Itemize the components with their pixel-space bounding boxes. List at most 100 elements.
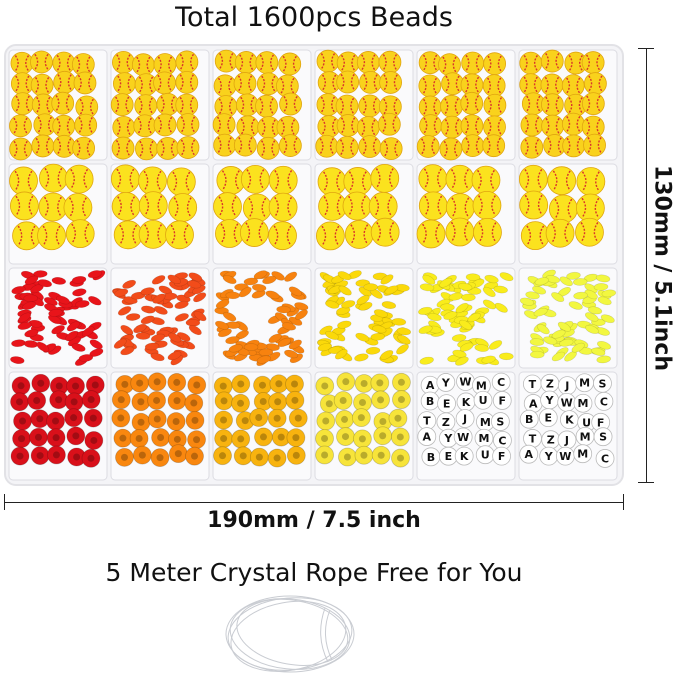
letter-bead: J: [557, 430, 577, 450]
pony-bead: [12, 429, 31, 448]
pony-bead: [338, 447, 357, 467]
clay-disc-bead: [455, 356, 469, 366]
softball-bead: [519, 190, 549, 220]
softball-bead: [37, 221, 66, 251]
clay-disc-bead: [222, 311, 237, 322]
compartment-pony: T Z J M SA Y W M CB E K U FT Z J M SA Y W M C: [518, 371, 618, 481]
clay-disc-bead: [595, 274, 611, 283]
svg-text:W: W: [561, 396, 573, 409]
clay-disc-bead: [391, 318, 407, 326]
clay-disc-bead: [140, 287, 155, 296]
svg-text:A: A: [524, 448, 533, 461]
pony-bead: [335, 410, 354, 429]
compartment-softball-small: [110, 49, 210, 161]
svg-text:M: M: [577, 448, 588, 461]
softball-bead: [581, 115, 605, 139]
pony-bead: [13, 411, 32, 431]
softball-bead: [482, 74, 506, 98]
softball-bead: [460, 114, 484, 138]
clay-disc-bead: [551, 329, 566, 339]
crystal-rope-image: [225, 595, 355, 673]
softball-bead: [72, 136, 96, 160]
pony-bead: [187, 430, 206, 450]
clay-disc-bead: [551, 351, 566, 362]
softball-bead: [445, 164, 475, 194]
pony-bead: [31, 373, 51, 393]
softball-bead: [31, 93, 55, 117]
softball-bead: [235, 93, 259, 117]
clay-disc-bead: [543, 336, 558, 345]
pony-bead: [267, 408, 287, 428]
softball-bead: [110, 164, 140, 194]
clay-disc-bead: [78, 354, 94, 362]
softball-bead: [317, 71, 341, 94]
softball-bead: [540, 93, 564, 117]
pony-bead: [233, 446, 253, 466]
clay-disc-bead: [593, 283, 609, 291]
softball-bead: [12, 221, 41, 251]
clay-disc-bead: [18, 312, 32, 323]
clay-disc-bead: [597, 340, 612, 350]
softball-bead: [133, 114, 157, 138]
clay-disc-bead: [519, 297, 535, 306]
compartment-pony: A Y W M CB E K U FT Z J M SA Y W M CB E K U F: [416, 371, 516, 481]
pony-bead: [131, 412, 151, 432]
pony-bead: [336, 427, 355, 446]
pony-bead: [81, 448, 101, 468]
clay-disc-bead: [215, 320, 229, 330]
softball-bead: [519, 51, 543, 75]
pony-bead: [370, 373, 390, 393]
svg-text:E: E: [443, 398, 451, 411]
clay-disc-bead: [532, 285, 547, 295]
letter-bead: W: [557, 392, 577, 412]
clay-disc-bead: [482, 299, 497, 310]
clay-disc-bead: [72, 288, 87, 297]
clay-disc-bead: [418, 325, 433, 334]
softball-bead: [138, 166, 167, 196]
pony-bead: [336, 372, 356, 392]
clay-disc-bead: [186, 280, 202, 289]
clay-disc-bead: [523, 310, 538, 320]
clay-disc-bead: [448, 292, 464, 301]
clay-disc-bead: [176, 332, 191, 342]
clay-disc-bead: [114, 288, 129, 297]
softball-bead: [358, 135, 382, 158]
softball-bead: [30, 73, 54, 97]
pony-bead: [147, 372, 167, 392]
clay-disc-bead: [499, 272, 514, 282]
svg-text:Y: Y: [545, 394, 555, 407]
softball-bead: [39, 163, 68, 193]
compartment-clay-disc: [416, 267, 516, 369]
softball-bead: [315, 221, 345, 251]
softball-bead: [64, 164, 94, 194]
pony-bead: [167, 429, 187, 449]
softball-bead: [564, 51, 588, 75]
clay-disc-bead: [251, 283, 267, 292]
compartment-pony: [8, 371, 108, 481]
clay-disc-bead: [380, 274, 394, 285]
clay-disc-bead: [37, 279, 53, 288]
softball-bead: [256, 72, 280, 96]
pony-bead: [249, 408, 269, 427]
letter-bead: Y: [540, 390, 559, 410]
clay-disc-bead: [443, 311, 458, 320]
clay-disc-bead: [499, 352, 514, 361]
pony-bead: [231, 374, 251, 394]
clay-disc-bead: [268, 333, 282, 344]
letter-bead: A: [523, 394, 543, 413]
letter-bead: W: [453, 427, 473, 447]
softball-bead: [316, 49, 340, 73]
svg-text:J: J: [564, 434, 569, 447]
pony-bead: [46, 411, 65, 431]
clay-disc-bead: [217, 328, 232, 338]
softball-bead: [336, 70, 360, 94]
softball-bead: [378, 95, 402, 119]
softball-bead: [472, 190, 502, 220]
clay-disc-bead: [419, 283, 435, 292]
clay-disc-bead: [365, 346, 381, 355]
svg-text:K: K: [565, 414, 574, 427]
pony-bead: [371, 390, 390, 410]
softball-bead: [520, 221, 550, 251]
softball-bead: [33, 113, 57, 137]
